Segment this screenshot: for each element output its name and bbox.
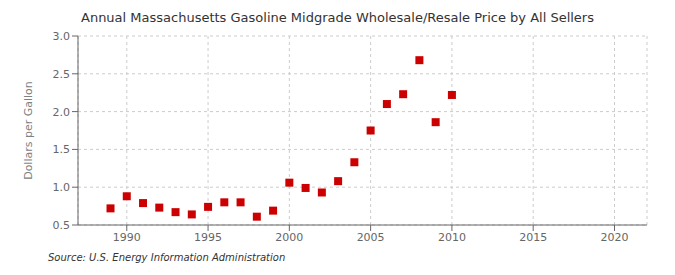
svg-text:2015: 2015 [519,231,547,244]
svg-text:1.5: 1.5 [53,143,71,156]
html-text:Annual Massachusetts Gasoline: Annual Massachusetts Gasoline Midgrade W… [81,10,594,25]
svg-text:1990: 1990 [113,231,141,244]
svg-text:0.5: 0.5 [53,219,71,232]
svg-text:2.0: 2.0 [53,106,71,119]
svg-text:2005: 2005 [357,231,385,244]
svg-text:2000: 2000 [275,231,303,244]
svg-text:1.0: 1.0 [53,181,71,194]
svg-text:Dollars per Gallon: Dollars per Gallon [22,81,35,180]
svg-text:2010: 2010 [438,231,466,244]
svg-text:2020: 2020 [600,231,628,244]
svg-text:1995: 1995 [194,231,222,244]
svg-text:3.0: 3.0 [53,30,71,43]
svg-text:2.5: 2.5 [53,68,71,81]
html-text:Source: U.S. Energy Informatio: Source: U.S. Energy Information Administ… [48,252,286,263]
